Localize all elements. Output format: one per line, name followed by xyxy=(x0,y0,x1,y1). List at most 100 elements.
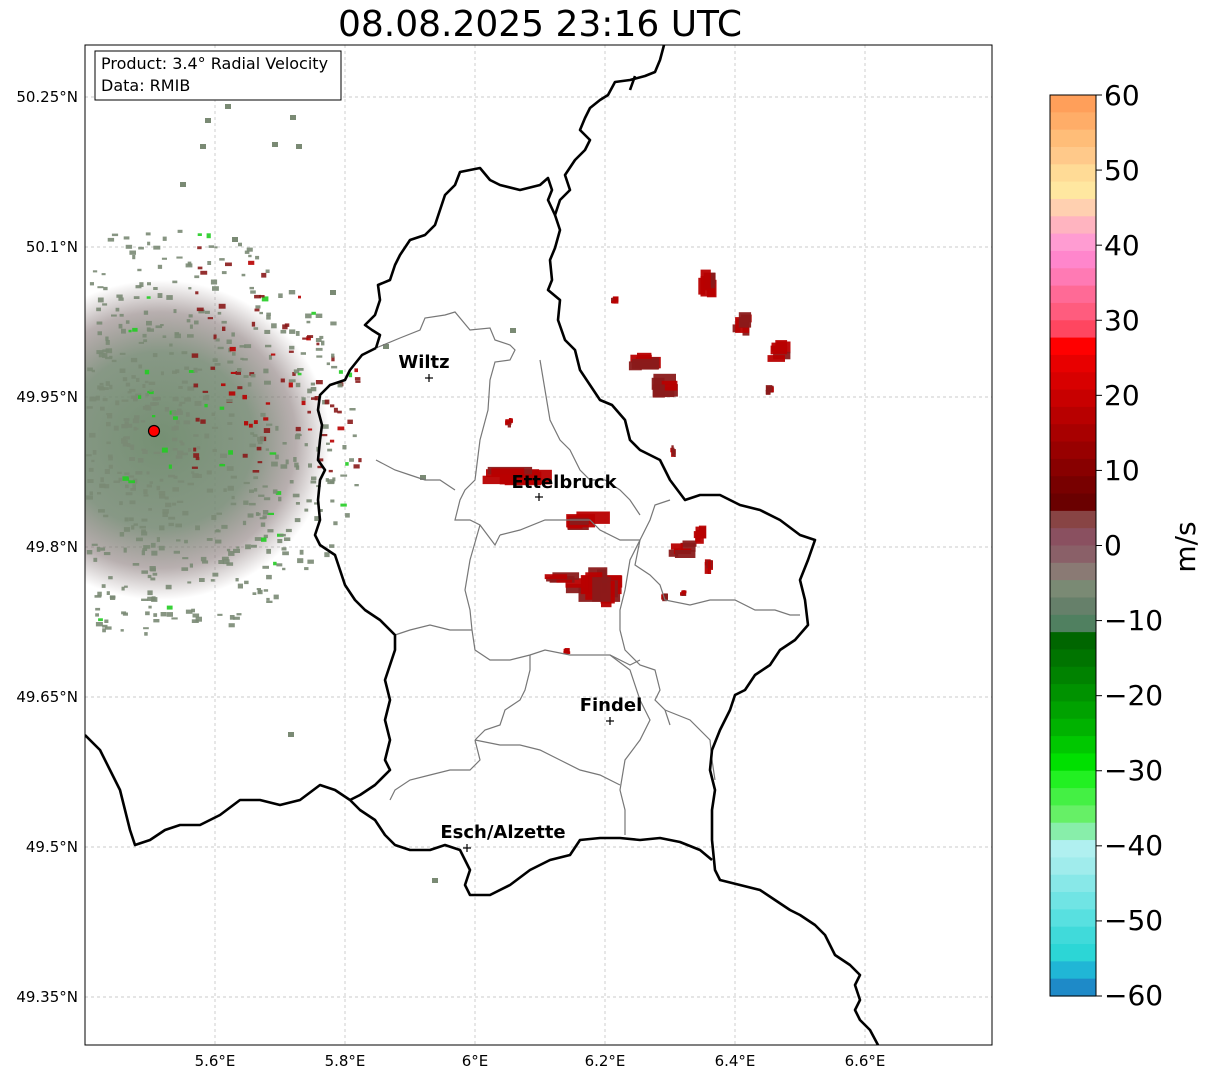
radar-echo-cell xyxy=(129,517,134,522)
radar-echo-cell xyxy=(245,544,251,550)
radar-echo-cell xyxy=(180,442,185,446)
radar-echo-cell xyxy=(331,353,335,358)
radar-echo-cell xyxy=(285,528,292,533)
radar-echo-cell xyxy=(293,369,300,374)
product-label: Product: 3.4° Radial Velocity xyxy=(101,54,328,73)
radar-echo-cell xyxy=(162,236,167,241)
radar-echo-cell xyxy=(173,475,178,479)
radar-echo-cell xyxy=(267,512,274,515)
radar-echo-cell xyxy=(157,293,163,298)
radar-echo-cell xyxy=(318,509,323,512)
radar-echo-cell xyxy=(242,453,248,458)
city-label-esch: Esch/Alzette xyxy=(440,822,565,843)
radar-echo-cell xyxy=(354,377,361,381)
radar-echo-cell xyxy=(282,567,286,571)
colorbar-unit-label: m/s xyxy=(1169,521,1202,572)
radar-echo-cell xyxy=(108,456,113,461)
colorbar-gradient xyxy=(1050,95,1096,997)
radar-echo-cell xyxy=(227,485,234,491)
radar-echo-cell xyxy=(102,303,108,306)
radar-echo-cell xyxy=(276,563,283,567)
radar-echo-cell xyxy=(204,403,208,408)
radar-echo-cell xyxy=(266,315,271,320)
radar-echo-cell xyxy=(105,340,110,345)
radar-echo-cell xyxy=(510,328,516,333)
colorbar-step xyxy=(1050,788,1096,807)
radar-echo-cell xyxy=(299,549,304,555)
radar-echo-cell xyxy=(208,245,214,248)
radar-echo-cell xyxy=(177,480,185,483)
radar-echo-cell xyxy=(301,400,306,406)
radar-echo-cell xyxy=(121,586,125,591)
radar-echo-cell xyxy=(92,270,98,273)
radar-echo-cell xyxy=(212,572,219,577)
radar-echo-cell xyxy=(188,314,193,318)
radar-echo-cell xyxy=(144,632,148,636)
radar-echo-cell xyxy=(330,499,335,503)
ettelbruck-marker xyxy=(535,493,543,501)
radar-echo-cell xyxy=(292,493,300,498)
radar-echo-cell xyxy=(141,598,148,601)
radar-echo-cell xyxy=(111,233,119,237)
radar-echo-cell xyxy=(251,544,257,548)
radar-echo-cell xyxy=(278,293,283,298)
radar-echo-cell xyxy=(257,436,265,442)
radar-echo-cell xyxy=(101,273,106,276)
radar-echo-cell xyxy=(250,432,255,435)
radar-echo-cell xyxy=(250,374,256,378)
radar-echo-cell xyxy=(106,591,110,595)
radar-echo-cell xyxy=(119,532,125,537)
radar-echo-cell xyxy=(145,232,151,236)
radar-echo-cell xyxy=(232,352,236,356)
radar-echo-cell xyxy=(105,626,112,630)
radar-echo-cell xyxy=(178,403,183,407)
radar-echo-cell xyxy=(738,312,752,328)
radar-echo-cell xyxy=(171,426,177,431)
radar-echo-cell xyxy=(271,461,278,467)
colorbar-step xyxy=(1050,146,1096,165)
radar-echo-cell xyxy=(337,383,343,388)
radar-echo-cell xyxy=(158,545,165,551)
radar-echo-cell xyxy=(273,594,279,600)
radar-echo-cell xyxy=(228,391,236,396)
radar-echo-cell xyxy=(670,543,683,550)
radar-echo-cell xyxy=(240,357,244,360)
radar-echo-cell xyxy=(197,266,203,270)
radar-echo-cell xyxy=(119,501,123,506)
radar-echo-cell xyxy=(295,502,300,505)
radar-echo-cell xyxy=(254,294,261,299)
radar-echo-cell xyxy=(88,467,94,472)
radar-echo-cell xyxy=(306,499,312,503)
radar-echo-cell xyxy=(97,385,104,390)
radar-echo-cell xyxy=(221,556,229,561)
colorbar-step xyxy=(1050,649,1096,668)
radar-echo-cell xyxy=(314,396,320,401)
lat-tick-label: 49.65°N xyxy=(16,688,78,706)
colorbar-tick-label: 20 xyxy=(1104,379,1140,412)
radar-echo-cell xyxy=(236,546,240,549)
radar-echo-cell xyxy=(115,400,120,406)
radar-echo-cell xyxy=(143,494,149,497)
radar-echo-cell xyxy=(185,412,190,417)
radar-echo-cell xyxy=(266,597,270,601)
colorbar-step xyxy=(1050,822,1096,841)
radar-echo-cell xyxy=(127,423,133,428)
radar-echo-cell xyxy=(176,539,181,542)
radar-echo-cell xyxy=(235,371,241,375)
radar-echo-cell xyxy=(266,600,273,603)
radar-echo-cell xyxy=(154,396,161,401)
colorbar-step xyxy=(1050,944,1096,962)
radar-echo-cell xyxy=(210,579,215,582)
colorbar-step xyxy=(1050,112,1096,131)
radar-echo-cell xyxy=(138,364,143,369)
radar-echo-cell xyxy=(329,481,335,484)
radar-echo-cell xyxy=(135,471,143,475)
radar-echo-cell xyxy=(204,310,210,314)
radar-echo-cell xyxy=(141,518,148,522)
radar-echo-cell xyxy=(233,548,240,553)
radar-echo-cell xyxy=(272,142,278,147)
colorbar-step xyxy=(1050,129,1096,148)
radar-echo-cell xyxy=(137,268,142,272)
radar-echo-cell xyxy=(171,617,178,620)
radar-echo-cell xyxy=(310,480,317,484)
